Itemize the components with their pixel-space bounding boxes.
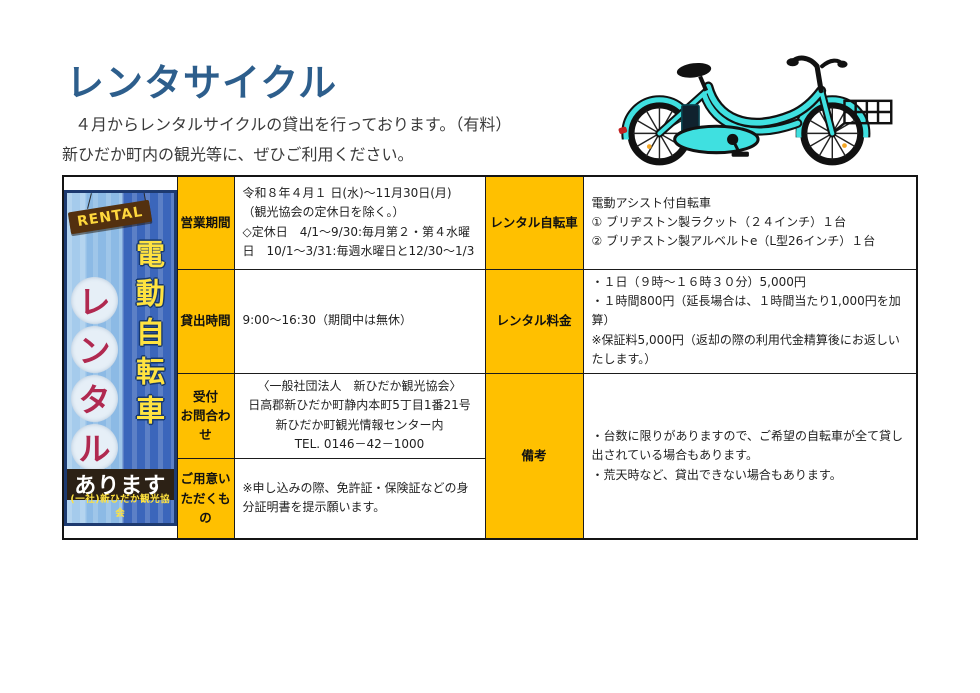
handlebar-icon	[786, 55, 848, 94]
contact-line-3: 新ひだか町観光情報センター内	[275, 417, 444, 432]
bikes-line-3: ② ブリヂストン製アルベルトe（L型26インチ）１台	[591, 234, 876, 249]
contact-phone: TEL. 0146－42－1000	[294, 437, 425, 452]
notes-line-2: ・荒天時など、貸出できない場合もあります。	[591, 467, 842, 482]
rental-sign-label: RENTAL	[67, 199, 153, 234]
rental-bikes-value: 電動アシスト付自転車 ① ブリヂストン製ラクット（２４インチ）１台 ② ブリヂス…	[582, 175, 918, 270]
banner-availability-label: あります	[67, 468, 174, 500]
rental-bikes-label: レンタル自転車	[484, 175, 584, 270]
notes-label: 備考	[484, 372, 584, 540]
banner-circle-char: レ	[71, 276, 118, 324]
rental-info-table: RENTAL 電動自転車 レ ン タ ル あります (一社)新ひだか観光協会 営…	[62, 175, 918, 541]
hours-label: 貸出時間	[176, 268, 235, 374]
banner-organization-label: (一社)新ひだか観光協会	[70, 493, 171, 519]
banner-circle-char: タ	[71, 374, 118, 422]
banner-circle-char: ン	[71, 325, 118, 373]
opening-period-label: 営業期間	[176, 175, 235, 270]
fee-line-3: ※保証料5,000円（返却の際の利用代金精算後にお返しいたします。）	[591, 332, 900, 367]
front-fender-icon	[795, 95, 871, 138]
basket-icon	[833, 99, 893, 133]
contact-label: 受付 お問合わせ	[176, 372, 235, 459]
banner-rental-circles: レ ン タ ル	[71, 276, 118, 471]
contact-label-line-2: お問合わせ	[180, 408, 231, 443]
contact-value: 〈一般社団法人 新ひだか観光協会〉 日高郡新ひだか町静内本町5丁目1番21号 新…	[233, 372, 486, 459]
prepare-value: ※申し込みの際、免許証・保険証などの身分証明書を提示願います。	[233, 457, 486, 540]
bikes-line-1: 電動アシスト付自転車	[591, 195, 712, 210]
bicycle-illustration	[618, 55, 893, 166]
contact-line-2: 日高郡新ひだか町静内本町5丁目1番21号	[248, 398, 471, 413]
opening-line-3: ◇定休日 4/1～9/30:毎月第２・第４水曜日 10/1～3/31:毎週水曜日…	[242, 224, 475, 259]
intro-line-1: ４月からレンタルサイクルの貸出を行っております。（有料）	[75, 115, 512, 134]
prepare-label: ご用意いただくもの	[176, 457, 235, 540]
rental-banner: RENTAL 電動自転車 レ ン タ ル あります (一社)新ひだか観光協会	[62, 175, 178, 540]
rental-banner-poster: RENTAL 電動自転車 レ ン タ ル あります (一社)新ひだか観光協会	[64, 189, 177, 526]
bikes-line-2: ① ブリヂストン製ラクット（２４インチ）１台	[591, 215, 847, 230]
tail-light-icon	[618, 126, 628, 134]
notes-line-1: ・台数に限りがありますので、ご希望の自転車が全て貸し出されている場合もあります。	[591, 428, 904, 463]
intro-text: ４月からレンタルサイクルの貸出を行っております。（有料） 新ひだか町内の観光等に…	[62, 110, 511, 169]
contact-line-1: 〈一般社団法人 新ひだか観光協会〉	[257, 378, 462, 393]
banner-circle-char: ル	[71, 423, 118, 471]
opening-line-2: （観光協会の定休日を除く。）	[242, 205, 405, 220]
contact-label-line-1: 受付	[192, 388, 218, 404]
fee-line-2: ・１時間800円（延長場合は、１時間当たり1,000円を加算）	[591, 293, 901, 328]
intro-line-2: 新ひだか町内の観光等に、ぜひご利用ください。	[62, 144, 414, 164]
banner-vertical-text: 電動自転車	[131, 238, 166, 434]
notes-value: ・台数に限りがありますので、ご希望の自転車が全て貸し出されている場合もあります。…	[582, 372, 918, 540]
opening-period-value: 令和８年４月１ 日(水)～11月30日(月) （観光協会の定休日を除く。） ◇定…	[233, 175, 486, 270]
fee-value: ・１日（９時～１６時３０分）5,000円 ・１時間800円（延長場合は、１時間当…	[582, 268, 918, 374]
opening-line-1: 令和８年４月１ 日(水)～11月30日(月)	[242, 185, 452, 200]
sign-string	[87, 192, 92, 209]
chain-guard-icon	[673, 124, 760, 157]
fee-line-1: ・１日（９時～１６時３０分）5,000円	[591, 274, 806, 289]
hours-value: 9:00～16:30（期間中は無休）	[233, 268, 486, 374]
page-title: レンタサイクル	[66, 61, 338, 105]
fee-label: レンタル料金	[484, 268, 584, 374]
saddle-icon	[676, 62, 712, 92]
